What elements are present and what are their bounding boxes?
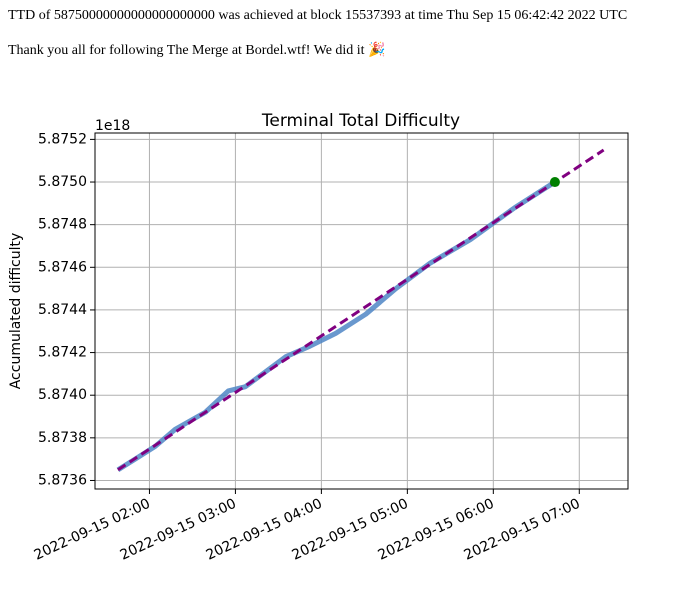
- chart-title: Terminal Total Difficulty: [261, 111, 460, 131]
- ttd-point: [549, 177, 560, 188]
- y-tick-label: 5.8746: [38, 259, 87, 275]
- plot-frame: [94, 132, 629, 490]
- y-tick-label: 5.8738: [38, 430, 87, 446]
- y-axis-label: Accumulated difficulty: [8, 233, 24, 390]
- thanks-message: Thank you all for following The Merge at…: [8, 43, 386, 58]
- y-tick-label: 5.8736: [38, 472, 87, 488]
- y-tick-label: 5.8752: [38, 131, 87, 147]
- y-tick-label: 5.8742: [38, 345, 87, 361]
- y-offset-label: 1e18: [95, 118, 130, 134]
- y-tick-label: 5.8740: [38, 387, 87, 403]
- ttd-message: TTD of 58750000000000000000000 was achie…: [8, 8, 628, 23]
- projection-line: [117, 148, 605, 472]
- y-tick-label: 5.8750: [38, 174, 87, 190]
- y-tick-label: 5.8744: [38, 302, 87, 318]
- y-tick-label: 5.8748: [38, 217, 87, 233]
